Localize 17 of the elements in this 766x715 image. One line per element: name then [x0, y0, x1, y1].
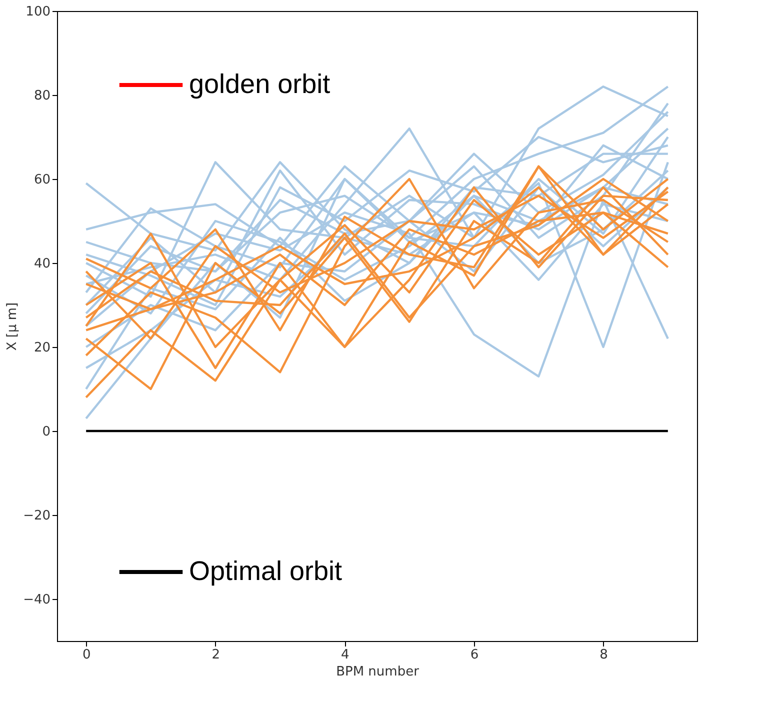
y-tick-label: 20 [34, 340, 50, 356]
x-tick-label: 2 [212, 648, 220, 662]
y-tick-label: 40 [34, 256, 50, 272]
y-tick-label: −40 [23, 592, 50, 608]
x-axis-title: BPM number [336, 664, 420, 680]
y-tick-label: −20 [23, 508, 50, 524]
x-tick-label: 6 [470, 648, 479, 662]
y-tick-label: 80 [34, 88, 50, 104]
y-tick-label: 0 [42, 424, 50, 440]
x-tick-label: 4 [341, 648, 350, 662]
x-tick-label: 0 [82, 648, 91, 662]
legend-label: Optimal orbit [189, 556, 343, 586]
y-tick-label: 100 [26, 4, 50, 20]
legend-label: golden orbit [189, 69, 331, 99]
y-tick-label: 60 [34, 172, 50, 188]
x-tick-label: 8 [600, 648, 608, 662]
y-axis-title: X [μ m] [5, 302, 20, 351]
